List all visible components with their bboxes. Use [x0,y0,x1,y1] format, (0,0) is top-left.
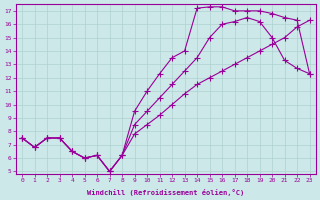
X-axis label: Windchill (Refroidissement éolien,°C): Windchill (Refroidissement éolien,°C) [87,189,244,196]
